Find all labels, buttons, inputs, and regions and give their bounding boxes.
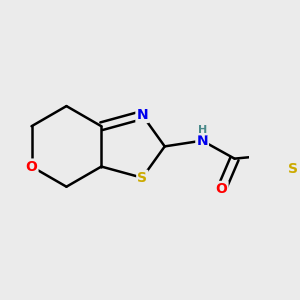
Text: H: H xyxy=(197,125,207,135)
Text: S: S xyxy=(288,162,298,176)
Text: O: O xyxy=(216,182,227,196)
Text: S: S xyxy=(137,171,147,185)
Text: N: N xyxy=(196,134,208,148)
Text: O: O xyxy=(26,160,38,174)
Text: N: N xyxy=(136,108,148,122)
